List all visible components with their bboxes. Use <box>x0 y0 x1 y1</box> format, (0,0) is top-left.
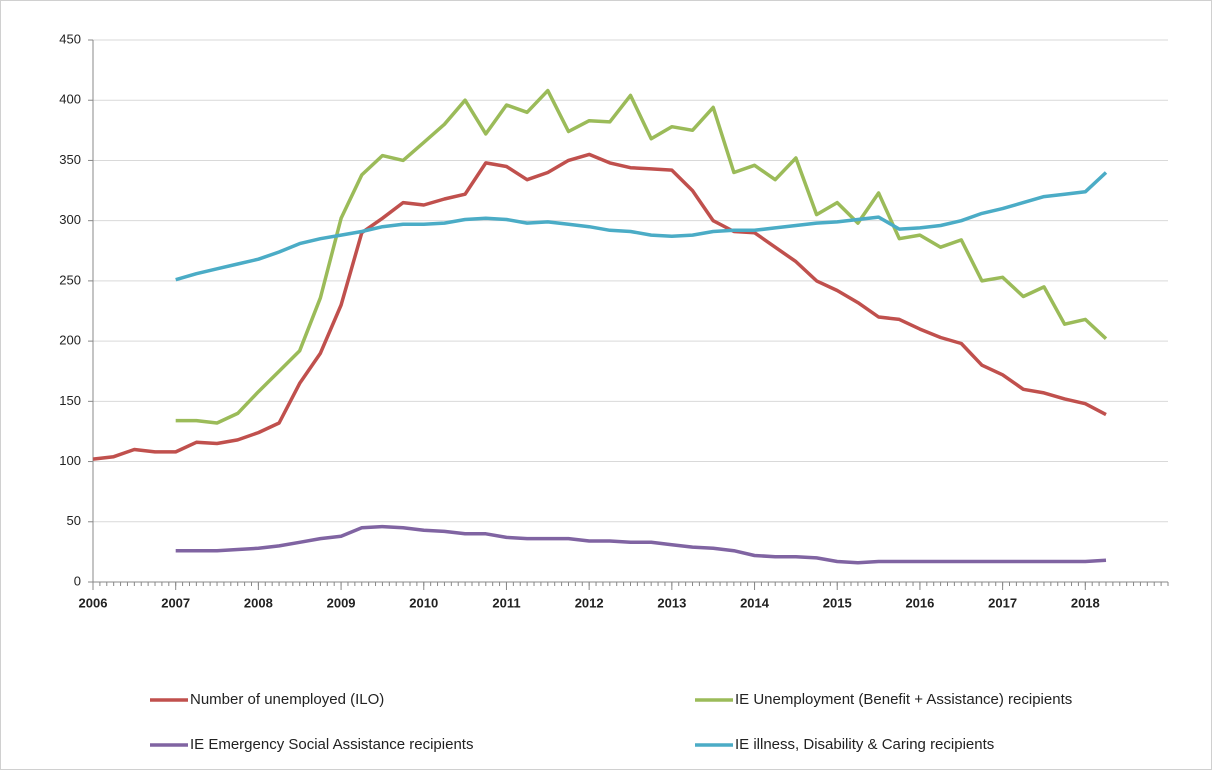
x-tick-label: 2011 <box>492 595 520 610</box>
y-tick-label: 400 <box>59 92 81 107</box>
x-tick-label: 2010 <box>409 595 438 610</box>
x-tick-label: 2012 <box>575 595 604 610</box>
x-tick-label: 2016 <box>905 595 934 610</box>
series-line <box>175 88 1108 425</box>
y-tick-label: 100 <box>59 453 81 468</box>
series-line <box>92 152 1107 461</box>
x-tick-label: 2017 <box>988 595 1017 610</box>
y-tick-label: 300 <box>59 212 81 227</box>
x-tick-label: 2018 <box>1071 595 1100 610</box>
y-tick-label: 0 <box>74 573 81 588</box>
y-tick-label: 150 <box>59 393 81 408</box>
x-tick-label: 2008 <box>244 595 273 610</box>
x-tick-label: 2006 <box>79 595 108 610</box>
legend-label: Number of unemployed (ILO) <box>190 691 384 708</box>
y-tick-label: 350 <box>59 152 81 167</box>
x-tick-label: 2009 <box>327 595 356 610</box>
y-tick-label: 200 <box>59 333 81 348</box>
series-line <box>175 524 1107 565</box>
y-tick-label: 250 <box>59 272 81 287</box>
legend-label: IE Emergency Social Assistance recipient… <box>190 736 473 753</box>
legend: Number of unemployed (ILO) IE Unemploymen… <box>150 691 1072 753</box>
x-tick-label: 2007 <box>161 595 190 610</box>
y-tick-label: 50 <box>67 513 81 528</box>
series-line <box>175 171 1108 282</box>
legend-label: IE Unemployment (Benefit + Assistance) r… <box>735 691 1072 708</box>
x-tick-label: 2014 <box>740 595 770 610</box>
x-tick-label: 2013 <box>657 595 686 610</box>
x-tick-label: 2015 <box>823 595 852 610</box>
y-tick-label: 450 <box>59 31 81 46</box>
legend-label: IE illness, Disability & Caring recipien… <box>735 736 994 753</box>
